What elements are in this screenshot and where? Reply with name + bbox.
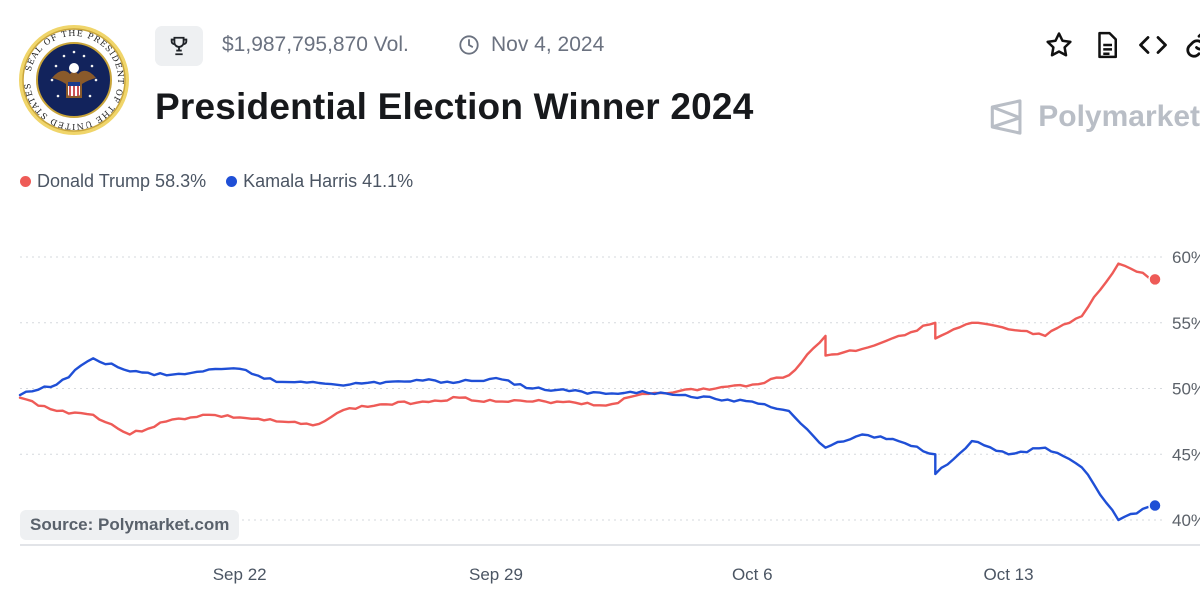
y-tick-label: 40% <box>1172 511 1200 530</box>
y-tick-label: 60% <box>1172 248 1200 267</box>
volume-text: $1,987,795,870 Vol. <box>222 33 409 56</box>
x-tick-label: Sep 29 <box>469 565 523 584</box>
document-icon[interactable] <box>1092 30 1122 60</box>
chart-legend: Donald Trump 58.3% Kamala Harris 41.1% <box>20 171 433 192</box>
series-line-harris <box>18 357 1157 522</box>
series-line-trump <box>18 262 1157 436</box>
x-tick-label: Oct 6 <box>732 565 773 584</box>
polymarket-logo-icon <box>990 99 1022 135</box>
presidential-seal-logo: SEAL OF THE PRESIDENT OF THE UNITED STAT… <box>19 25 129 135</box>
legend-item-trump: Donald Trump 58.3% <box>20 171 206 192</box>
link-icon[interactable] <box>1184 30 1200 60</box>
trophy-badge <box>155 26 203 66</box>
star-icon[interactable] <box>1044 30 1074 60</box>
brand-name: Polymarket <box>1038 100 1200 133</box>
embed-code-icon[interactable] <box>1138 30 1168 60</box>
legend-dot-trump <box>20 176 31 187</box>
legend-dot-harris <box>226 176 238 187</box>
series-endpoint-trump <box>1148 272 1162 287</box>
x-tick-label: Sep 22 <box>213 565 267 584</box>
x-tick-label: Oct 13 <box>984 565 1034 584</box>
page-title: Presidential Election Winner 2024 <box>155 86 754 127</box>
legend-item-harris: Kamala Harris 41.1% <box>226 171 413 192</box>
legend-label-trump: Donald Trump 58.3% <box>37 171 207 191</box>
clock-icon <box>459 35 479 55</box>
source-label: Source: Polymarket.com <box>20 510 240 540</box>
trophy-icon <box>170 36 188 56</box>
series-endpoint-harris <box>1148 498 1162 513</box>
polymarket-logo: Polymarket <box>990 90 1200 144</box>
price-chart[interactable]: 40% 45% 50% 55% 60% Sep 22 Sep 29 Oct 6 Oct 13 <box>0 220 1200 600</box>
y-tick-label: 50% <box>1172 380 1200 399</box>
legend-label-harris: Kamala Harris 41.1% <box>243 171 414 191</box>
y-tick-label: 55% <box>1172 314 1200 333</box>
end-date-text: Nov 4, 2024 <box>491 33 605 56</box>
y-tick-label: 45% <box>1172 445 1200 464</box>
